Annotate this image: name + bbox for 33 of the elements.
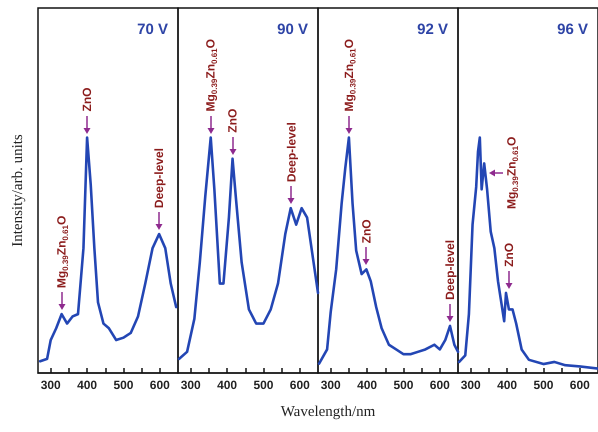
- x-tick-label: 600: [430, 378, 450, 392]
- chart-title: 92 V: [417, 21, 448, 38]
- annotation: Deep-level: [284, 122, 298, 182]
- x-tick-label: 400: [77, 378, 98, 392]
- x-tick-label: 500: [533, 378, 554, 392]
- annotation: Mg0.39Zn0.61O: [504, 136, 520, 210]
- annotation: Mg0.39Zn0.61O: [342, 39, 358, 112]
- x-tick-label: 500: [113, 378, 134, 392]
- annotation: Deep-level: [443, 240, 457, 300]
- annotation: Mg0.39Zn0.61O: [204, 39, 220, 112]
- x-tick-label: 600: [570, 378, 590, 392]
- x-tick-label: 400: [357, 378, 378, 392]
- annotation: ZnO: [359, 219, 374, 244]
- x-tick-label: 500: [393, 378, 414, 392]
- x-tick-label: 300: [180, 378, 202, 392]
- x-tick-label: 400: [497, 378, 518, 392]
- annotation: ZnO: [502, 242, 516, 267]
- x-tick-label: 300: [460, 378, 482, 392]
- chart-title: 96 V: [557, 21, 588, 38]
- x-tick-label: 300: [40, 378, 62, 392]
- chart-title: 70 V: [137, 21, 168, 38]
- annotation: ZnO: [80, 88, 94, 112]
- y-axis-title: Intensity/arb. units: [10, 134, 26, 247]
- annotation: ZnO: [226, 108, 240, 133]
- x-tick-label: 400: [217, 378, 238, 392]
- chart-title: 90 V: [277, 21, 308, 38]
- x-tick-label: 300: [320, 378, 342, 392]
- annotation: Deep-level: [152, 148, 166, 208]
- annotation: Mg0.39Zn0.61O: [54, 216, 70, 288]
- x-axis-title: Wavelength/nm: [280, 404, 376, 420]
- x-tick-label: 500: [253, 378, 274, 392]
- x-tick-label: 600: [290, 378, 310, 392]
- x-tick-label: 600: [150, 378, 170, 392]
